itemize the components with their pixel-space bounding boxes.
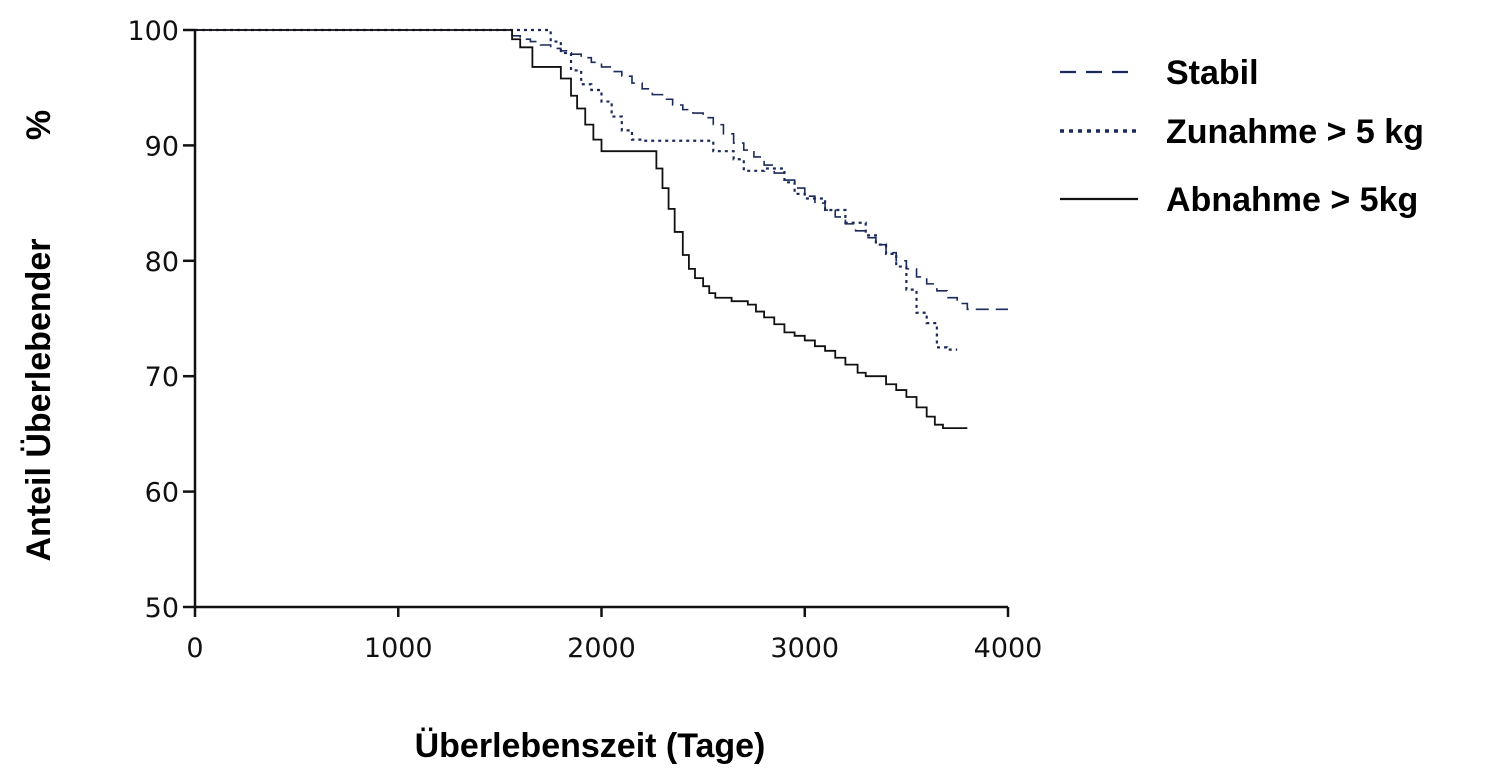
x-ticks: 0 1000 2000 3000 4000 [186, 607, 1042, 664]
x-tick-label: 1000 [364, 633, 433, 664]
series-lines [195, 28, 1008, 430]
x-tick-label: 0 [186, 633, 203, 664]
legend-label: Zunahme > 5 kg [1166, 113, 1424, 151]
y-tick-label: 60 [145, 478, 179, 509]
series-line-solid [195, 29, 968, 430]
legend-label: Stabil [1166, 54, 1259, 92]
series-line-dotted [195, 28, 958, 351]
legend-label: Abnahme > 5kg [1166, 181, 1418, 219]
y-axis-unit: % [20, 110, 58, 140]
y-tick-label: 70 [145, 362, 179, 393]
plot-area: 0 1000 2000 3000 4000 50 60 70 80 90 100 [127, 16, 1042, 664]
y-axis-title: Anteil Überlebender [20, 238, 58, 561]
y-tick-label: 90 [145, 131, 179, 162]
y-ticks: 50 60 70 80 90 100 [127, 16, 195, 624]
legend: Stabil Zunahme > 5 kg Abnahme > 5kg [1060, 54, 1424, 219]
y-tick-label: 80 [145, 247, 179, 278]
y-tick-label: 100 [127, 16, 179, 47]
y-tick-label: 50 [145, 593, 179, 624]
x-tick-label: 3000 [770, 633, 839, 664]
x-tick-label: 2000 [567, 633, 636, 664]
x-tick-label: 4000 [974, 633, 1043, 664]
series-line-dashed [195, 29, 1008, 311]
x-axis-title: Überlebenszeit (Tage) [415, 727, 766, 765]
